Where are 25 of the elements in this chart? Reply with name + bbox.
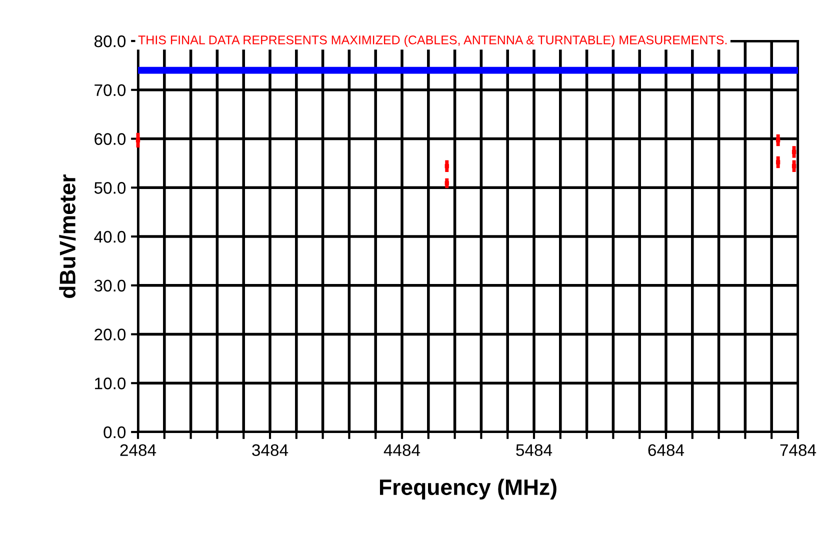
y-tick-label: 50.0 [94, 182, 126, 194]
y-axis-title: dBuV/meter [59, 174, 76, 298]
x-axis-title: Frequency (MHz) [380, 478, 556, 500]
y-tick-label: 40.0 [94, 230, 126, 243]
y-tick-label: 70.0 [94, 84, 126, 96]
x-tick-label: 7484 [780, 444, 816, 456]
x-tick-label: 6484 [648, 444, 684, 456]
y-tick-label: 30.0 [94, 280, 126, 292]
y-tick-label: 20.0 [94, 328, 126, 340]
y-tick-label: 0.0 [104, 426, 126, 438]
point [792, 164, 796, 168]
point [776, 160, 780, 164]
y-tick-label: 80.0 [94, 35, 126, 48]
x-tick-label: 2484 [120, 444, 156, 456]
point [136, 138, 140, 142]
point [444, 164, 449, 168]
y-tick-label: 60.0 [94, 133, 126, 145]
x-tick-label: 3484 [252, 444, 288, 456]
y-tick-label: 10.0 [95, 378, 126, 390]
annotation: THIS FINAL DATA REPRESENTS MAXIMIZED (CABLES, ANTENNA & TURNTABLE) MEASUREMENTS. [138, 35, 727, 47]
point [792, 150, 796, 154]
x-tick-label: 4484 [384, 444, 420, 456]
point [776, 138, 780, 142]
point [444, 181, 449, 186]
x-tick-label: 5484 [516, 444, 552, 456]
